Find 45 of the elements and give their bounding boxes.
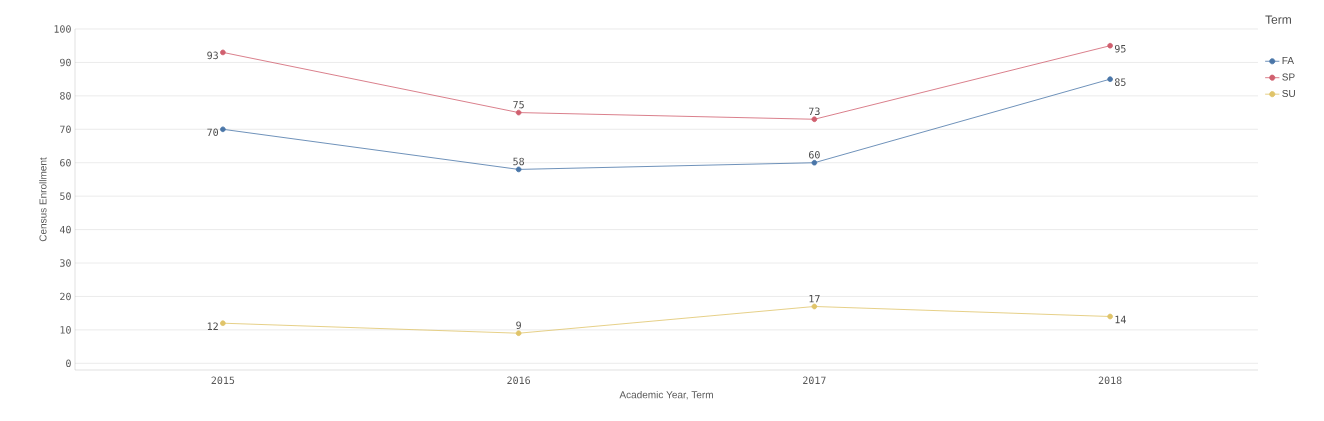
data-label: 73: [809, 107, 820, 116]
y-tick-label: 50: [60, 192, 71, 200]
data-label: 12: [207, 322, 218, 330]
data-label: 58: [513, 157, 525, 166]
point: [1107, 42, 1113, 49]
point: [220, 320, 226, 326]
legend-title: Term: [1265, 15, 1291, 24]
x-tick-label: 2018: [1098, 376, 1122, 385]
y-tick-label: 30: [60, 259, 71, 267]
data-label: 95: [1114, 44, 1126, 53]
x-tick-label: 2015: [211, 376, 235, 385]
y-tick-label: 0: [66, 359, 71, 368]
point: [515, 330, 522, 337]
y-tick-label: 10: [60, 326, 71, 334]
point: [220, 49, 226, 56]
data-label: 75: [513, 100, 524, 109]
y-tick-label: 100: [54, 25, 71, 33]
data-label: 14: [1115, 315, 1126, 324]
y-tick-label: 20: [60, 292, 71, 301]
data-label: 93: [207, 51, 218, 60]
point: [515, 166, 522, 173]
point: [811, 303, 818, 310]
y-tick-label: 70: [60, 125, 71, 134]
data-label: 9: [516, 321, 521, 330]
legend-label: FA: [1282, 57, 1294, 64]
point: [515, 109, 522, 116]
x-axis-title: Academic Year, Term: [619, 390, 713, 400]
point: [220, 126, 226, 133]
data-label: 60: [809, 150, 820, 159]
point: [1107, 76, 1113, 82]
data-label: 17: [809, 294, 820, 303]
legend-label: SP: [1282, 73, 1295, 81]
point: [1107, 313, 1113, 320]
data-label: 85: [1114, 78, 1126, 86]
y-tick-label: 60: [60, 158, 71, 167]
data-label: 70: [207, 128, 219, 137]
legend-label: SU: [1282, 89, 1295, 98]
y-tick-label: 80: [60, 92, 71, 100]
point: [811, 116, 818, 123]
y-tick-label: 90: [60, 58, 71, 67]
y-axis-title: Census Enrollment: [39, 157, 47, 242]
x-tick-label: 2017: [803, 376, 826, 385]
y-tick-label: 40: [59, 225, 71, 234]
point: [811, 159, 818, 166]
x-tick-label: 2016: [507, 376, 531, 385]
